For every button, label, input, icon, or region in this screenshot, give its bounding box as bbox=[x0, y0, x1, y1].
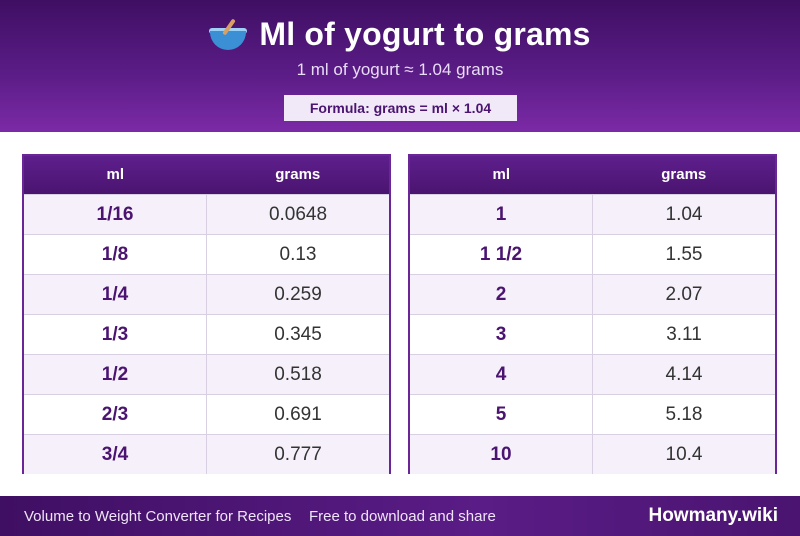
table-row: 5 5.18 bbox=[410, 394, 775, 434]
ml-cell: 3 bbox=[410, 315, 593, 354]
footer-tagline: Volume to Weight Converter for Recipes bbox=[24, 507, 292, 525]
ml-cell: 2 bbox=[410, 275, 593, 314]
column-header-grams: grams bbox=[661, 166, 707, 183]
page-title: Ml of yogurt to grams bbox=[259, 15, 591, 52]
grams-cell: 2.07 bbox=[665, 284, 703, 305]
grams-cell: 0.691 bbox=[274, 404, 322, 425]
grams-cell: 0.0648 bbox=[268, 204, 328, 225]
ml-cell: 1/3 bbox=[24, 315, 207, 354]
table-row: 1/3 0.345 bbox=[24, 314, 389, 354]
table-row: 4 4.14 bbox=[410, 354, 775, 394]
footer: Volume to Weight Converter for Recipes F… bbox=[0, 496, 800, 536]
ml-cell: 1/4 bbox=[24, 275, 207, 314]
grams-cell: 0.13 bbox=[279, 244, 317, 265]
bowl-with-spoon-icon bbox=[209, 17, 248, 51]
formula-badge: Formula: grams = ml × 1.04 bbox=[284, 95, 517, 121]
table-row: 1/16 0.0648 bbox=[24, 194, 389, 234]
column-header-ml: ml bbox=[106, 166, 124, 183]
table-row: 1/2 0.518 bbox=[24, 354, 389, 394]
title-row: Ml of yogurt to grams bbox=[0, 14, 800, 54]
ml-cell: 1/2 bbox=[24, 355, 207, 394]
table-row: 2 2.07 bbox=[410, 274, 775, 314]
table-row: 1/4 0.259 bbox=[24, 274, 389, 314]
grams-cell: 0.259 bbox=[274, 284, 322, 305]
table-header: ml grams bbox=[410, 156, 775, 194]
grams-cell: 0.345 bbox=[274, 324, 322, 345]
column-header-grams: grams bbox=[275, 166, 321, 183]
table-row: 1/8 0.13 bbox=[24, 234, 389, 274]
grams-cell: 4.14 bbox=[665, 364, 703, 385]
ml-cell: 1/8 bbox=[24, 235, 207, 274]
conversion-table-left: ml grams 1/16 0.0648 1/8 0.13 1/4 0.259 1/3… bbox=[22, 154, 391, 474]
grams-cell: 0.777 bbox=[274, 444, 322, 465]
grams-cell: 10.4 bbox=[665, 444, 703, 465]
ml-cell: 2/3 bbox=[24, 395, 207, 434]
grams-cell: 0.518 bbox=[274, 364, 322, 385]
grams-cell: 3.11 bbox=[666, 324, 702, 345]
ml-cell: 5 bbox=[410, 395, 593, 434]
table-row: 1 1.04 bbox=[410, 194, 775, 234]
grams-cell: 1.04 bbox=[665, 204, 703, 225]
header: Ml of yogurt to grams 1 ml of yogurt ≈ 1… bbox=[0, 0, 800, 132]
ml-cell: 1 bbox=[410, 195, 593, 234]
ml-cell: 1/16 bbox=[24, 195, 207, 234]
table-row: 3/4 0.777 bbox=[24, 434, 389, 474]
ml-cell: 10 bbox=[410, 435, 593, 474]
conversion-table-right: ml grams 1 1.04 1 1/2 1.55 2 2.07 3 3.11 4 4.… bbox=[408, 154, 777, 474]
ml-cell: 4 bbox=[410, 355, 593, 394]
table-row: 3 3.11 bbox=[410, 314, 775, 354]
table-row: 2/3 0.691 bbox=[24, 394, 389, 434]
table-row: 1 1/2 1.55 bbox=[410, 234, 775, 274]
ml-cell: 3/4 bbox=[24, 435, 207, 474]
table-row: 10 10.4 bbox=[410, 434, 775, 474]
grams-cell: 5.18 bbox=[665, 404, 703, 425]
ml-cell: 1 1/2 bbox=[410, 235, 593, 274]
column-header-ml: ml bbox=[492, 166, 510, 183]
page-subtitle: 1 ml of yogurt ≈ 1.04 grams bbox=[296, 60, 504, 79]
brand-logo[interactable]: Howmany.wiki bbox=[648, 505, 778, 526]
footer-share-text: Free to download and share bbox=[309, 507, 496, 525]
table-header: ml grams bbox=[24, 156, 389, 194]
grams-cell: 1.55 bbox=[665, 244, 703, 265]
